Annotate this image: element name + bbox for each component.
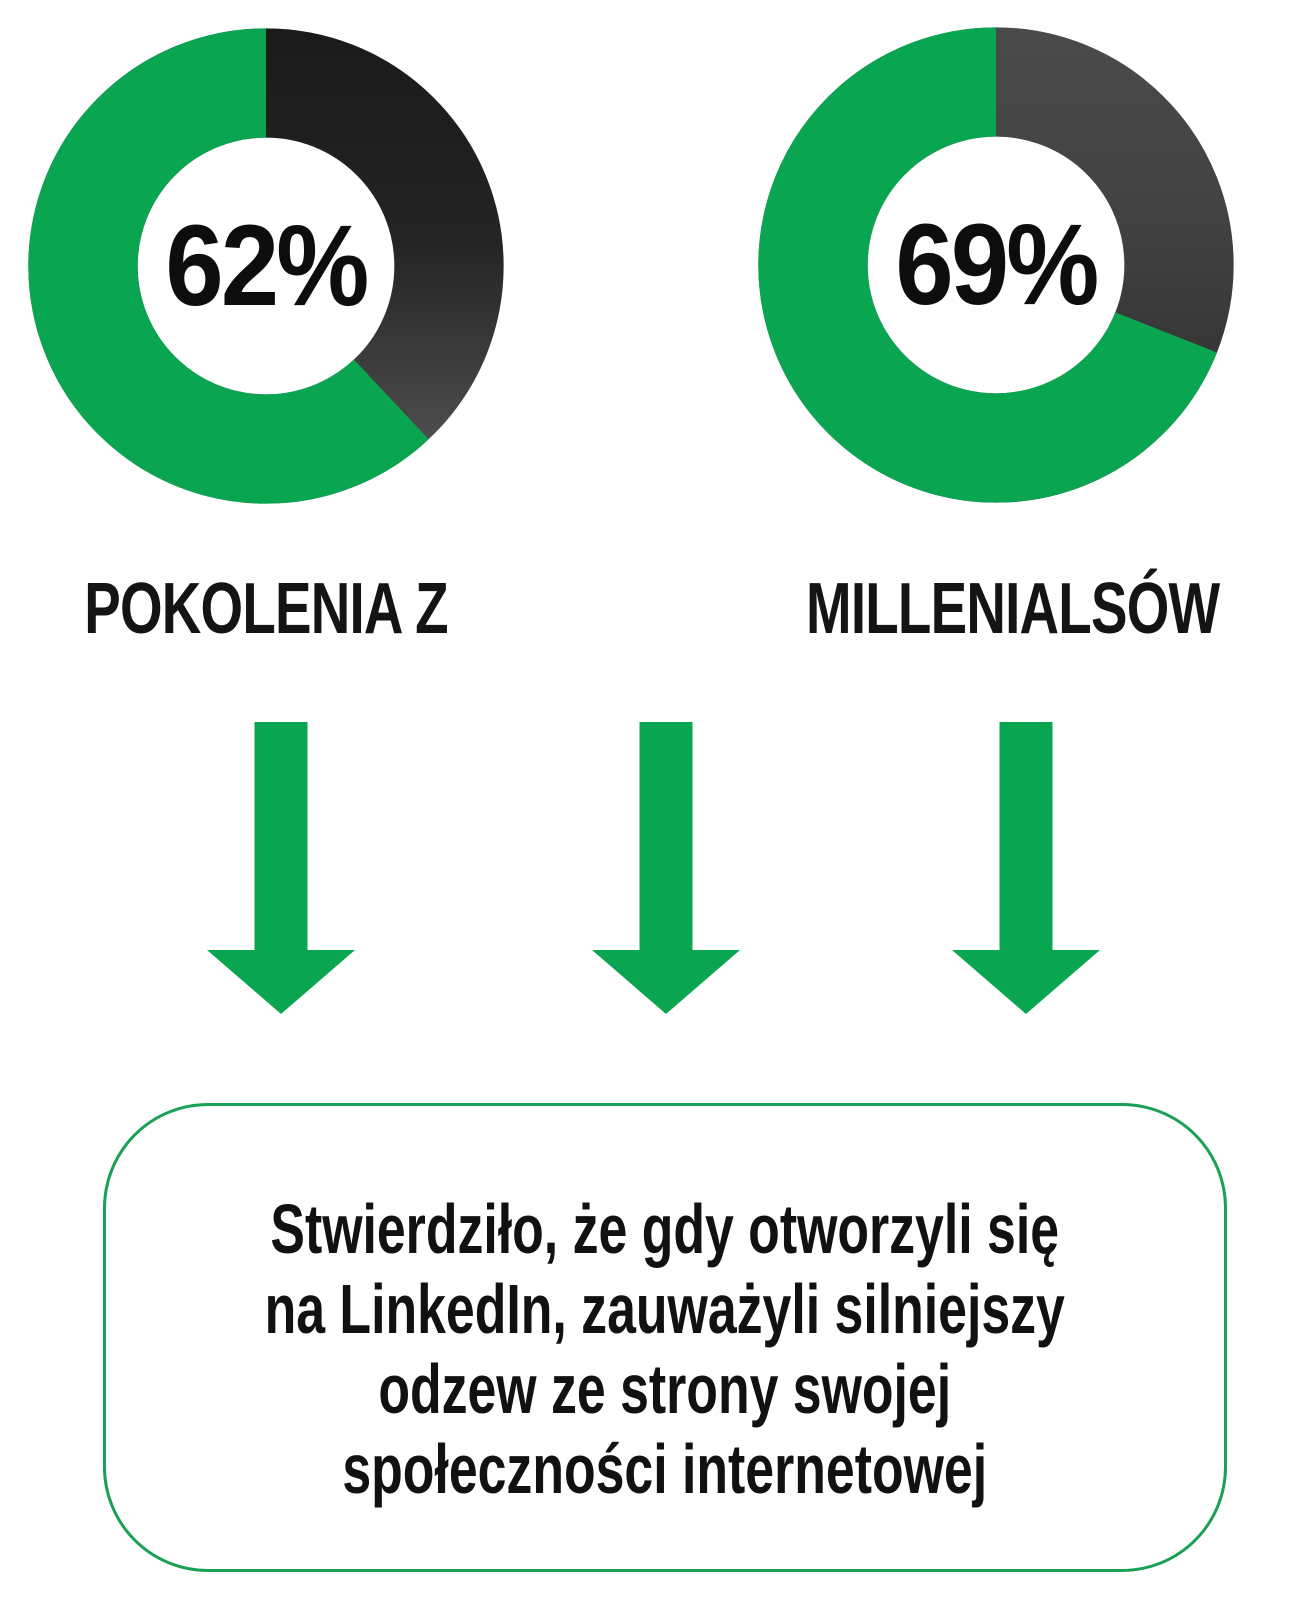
callout-line: społeczności internetowej	[342, 1429, 988, 1508]
down-arrow-icon	[952, 722, 1100, 1014]
donut-caption-millennials: MILLENIALSÓW	[806, 569, 1220, 649]
callout-line: Stwierdziło, że gdy otworzyli się	[270, 1189, 1060, 1268]
donut-chart-millennials-svg	[758, 27, 1234, 503]
callout-text: Stwierdziło, że gdy otworzyli się na Lin…	[265, 1167, 1065, 1509]
down-arrow-icon	[207, 722, 355, 1014]
callout-line: na LinkedIn, zauważyli silniejszy	[264, 1269, 1066, 1348]
callout-box: Stwierdziło, że gdy otworzyli się na Lin…	[103, 1103, 1227, 1572]
donut-center-value: 62%	[165, 202, 369, 330]
donut-chart-gen-z-svg	[28, 28, 504, 504]
donut-caption-gen-z: POKOLENIA Z	[84, 569, 448, 649]
down-arrow-shape	[952, 722, 1100, 1014]
down-arrow-icon	[592, 722, 740, 1014]
donut-value-arc	[28, 28, 429, 504]
callout-line: odzew ze strony swojej	[378, 1349, 952, 1428]
down-arrow-shape	[207, 722, 355, 1014]
donut-value-arc	[758, 27, 1217, 503]
donut-center-value: 69%	[895, 201, 1099, 329]
donut-chart-gen-z: 62%	[22, 22, 510, 510]
donut-chart-millennials: 69%	[752, 21, 1240, 509]
down-arrow-shape	[592, 722, 740, 1014]
